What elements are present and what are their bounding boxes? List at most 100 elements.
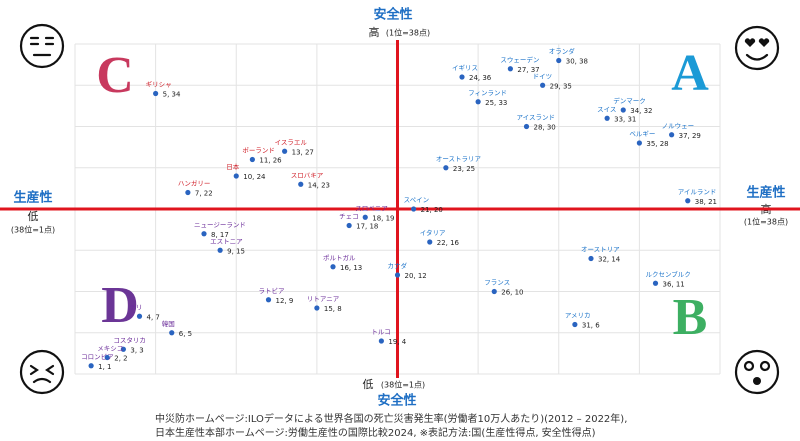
point-value: 20, 12 xyxy=(405,272,427,280)
point-value: 33, 31 xyxy=(614,115,636,123)
point-value: 24, 36 xyxy=(469,74,492,82)
plot: A B C D ギリシャ 5, 34 イギリス 24, 36 スウェーデン 27, 37 オランダ 3… xyxy=(0,40,800,378)
point xyxy=(265,297,272,303)
point-name: チェコ xyxy=(339,213,359,221)
point-name: トルコ xyxy=(371,328,390,336)
point-name: ノルウェー xyxy=(662,122,695,130)
x-high-note: (1位=38点) xyxy=(744,217,788,227)
point-value: 16, 13 xyxy=(340,264,362,272)
point-name: イタリア xyxy=(420,228,446,237)
point-value: 5, 34 xyxy=(163,91,181,99)
point-value: 12, 9 xyxy=(276,297,294,305)
point xyxy=(475,99,481,105)
point-value: 19, 4 xyxy=(388,338,406,346)
y-low: 低 xyxy=(363,378,374,391)
point xyxy=(282,148,288,154)
point xyxy=(394,272,401,278)
point-value: 23, 25 xyxy=(453,165,475,173)
point-name: オーストリア xyxy=(581,246,620,254)
point-name: カナダ xyxy=(388,261,408,270)
quadrant-letter: B xyxy=(673,289,708,346)
point-value: 8, 17 xyxy=(211,231,229,239)
point-name: ハンガリー xyxy=(178,179,211,188)
point xyxy=(201,231,207,237)
point-name: アイルランド xyxy=(678,188,717,196)
point xyxy=(153,90,159,97)
point xyxy=(604,115,610,121)
point-name: ニュージーランド xyxy=(194,221,246,229)
point xyxy=(459,74,465,80)
point-value: 32, 14 xyxy=(598,256,621,264)
point-value: 6, 5 xyxy=(179,330,192,338)
x-axis-title-right: 生産性 xyxy=(746,185,785,201)
point-name: オーストラリア xyxy=(436,155,482,163)
face-hearts xyxy=(734,25,780,71)
point xyxy=(588,255,594,262)
point-value: 1, 1 xyxy=(98,363,111,371)
point-value: 3, 3 xyxy=(130,346,143,354)
face-squint xyxy=(19,349,65,395)
point-value: 13, 27 xyxy=(292,148,314,156)
point xyxy=(636,140,642,146)
point-name: フィンランド xyxy=(468,89,507,97)
point xyxy=(378,338,384,344)
point-value: 9, 15 xyxy=(227,247,245,255)
point xyxy=(652,280,659,286)
x-low: 低 xyxy=(28,210,39,223)
y-low-note: (38位=1点) xyxy=(381,380,425,390)
point-name: スペイン xyxy=(404,196,430,204)
point xyxy=(685,198,691,204)
point-name: スイス xyxy=(597,105,616,113)
point-name: アイスランド xyxy=(517,114,555,122)
point xyxy=(491,288,497,295)
point-name: ポルトガル xyxy=(323,253,356,262)
source-line: 日本生産性本部ホームページ:労働生産性の国際比較2024, ※表記方法:国(生産… xyxy=(155,426,596,439)
quadrant-letter: C xyxy=(96,47,134,104)
point-value: 15, 8 xyxy=(324,305,342,313)
x-low-note: (38位=1点) xyxy=(11,225,55,235)
point-name: オランダ xyxy=(549,47,576,56)
point xyxy=(669,132,675,138)
y-axis-title-bottom: 安全性 xyxy=(377,393,416,409)
point-name: ラトビア xyxy=(259,286,286,295)
point-value: 30, 38 xyxy=(566,58,588,66)
point-value: 35, 28 xyxy=(646,140,668,148)
point-value: 14, 23 xyxy=(308,181,330,189)
face-neutral xyxy=(19,23,65,69)
point xyxy=(88,363,94,369)
point-name: ルクセンブルク xyxy=(646,269,691,278)
point-name: ポーランド xyxy=(242,147,275,155)
point xyxy=(298,181,304,187)
point xyxy=(540,82,546,88)
point-name: エストニア xyxy=(210,237,243,245)
point-value: 36, 11 xyxy=(663,280,685,288)
point xyxy=(330,264,336,270)
point-name: イスラエル xyxy=(275,138,308,146)
point xyxy=(507,66,513,72)
point-value: 7, 22 xyxy=(195,190,213,198)
y-axis-title-top: 安全性 xyxy=(373,7,412,23)
point xyxy=(136,313,143,319)
point-name: コロンビア xyxy=(81,352,114,361)
point-value: 2, 2 xyxy=(114,355,127,363)
point xyxy=(249,156,255,163)
point-name: デンマーク xyxy=(613,96,646,105)
point-value: 4, 7 xyxy=(147,313,160,321)
point-value: 31, 6 xyxy=(582,322,600,330)
point-value: 34, 32 xyxy=(630,107,652,115)
point-name: スロベニア xyxy=(355,204,388,212)
face-dizzy xyxy=(734,349,780,395)
point xyxy=(362,214,368,220)
point-name: ベルギー xyxy=(629,130,655,138)
point-value: 25, 33 xyxy=(485,99,507,107)
point-name: ギリシャ xyxy=(146,81,172,89)
point-value: 38, 21 xyxy=(695,198,717,206)
point-value: 22, 16 xyxy=(437,239,460,247)
point-name: コスタリカ xyxy=(113,335,146,344)
point-value: 37, 29 xyxy=(679,132,701,140)
point xyxy=(620,107,626,113)
point-value: 21, 20 xyxy=(421,206,443,214)
point-value: 11, 26 xyxy=(259,157,282,165)
point-name: ドイツ xyxy=(533,72,553,80)
